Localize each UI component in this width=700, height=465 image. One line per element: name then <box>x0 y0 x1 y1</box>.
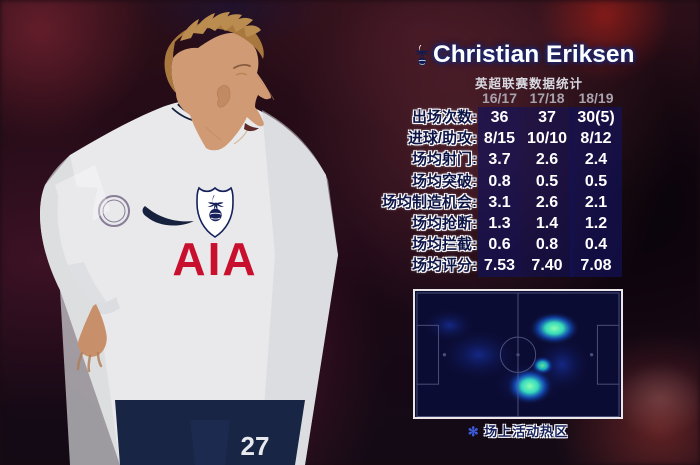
svg-text:27: 27 <box>241 431 270 461</box>
svg-text:AIA: AIA <box>172 233 257 285</box>
